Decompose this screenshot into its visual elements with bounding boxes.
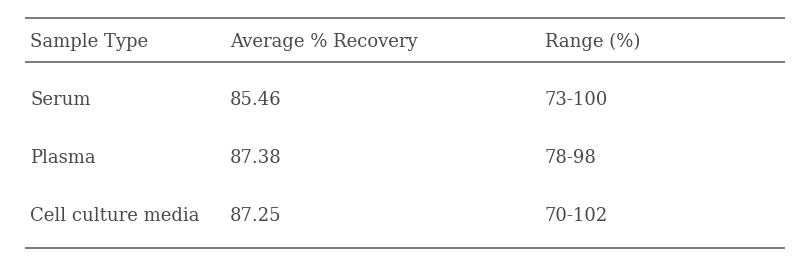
Text: 85.46: 85.46	[230, 91, 282, 109]
Text: Sample Type: Sample Type	[30, 33, 148, 51]
Text: 87.25: 87.25	[230, 207, 282, 225]
Text: 87.38: 87.38	[230, 149, 282, 167]
Text: Serum: Serum	[30, 91, 91, 109]
Text: 73-100: 73-100	[545, 91, 608, 109]
Text: Plasma: Plasma	[30, 149, 96, 167]
Text: 78-98: 78-98	[545, 149, 597, 167]
Text: Range (%): Range (%)	[545, 33, 641, 51]
Text: Cell culture media: Cell culture media	[30, 207, 199, 225]
Text: Average % Recovery: Average % Recovery	[230, 33, 418, 51]
Text: 70-102: 70-102	[545, 207, 608, 225]
